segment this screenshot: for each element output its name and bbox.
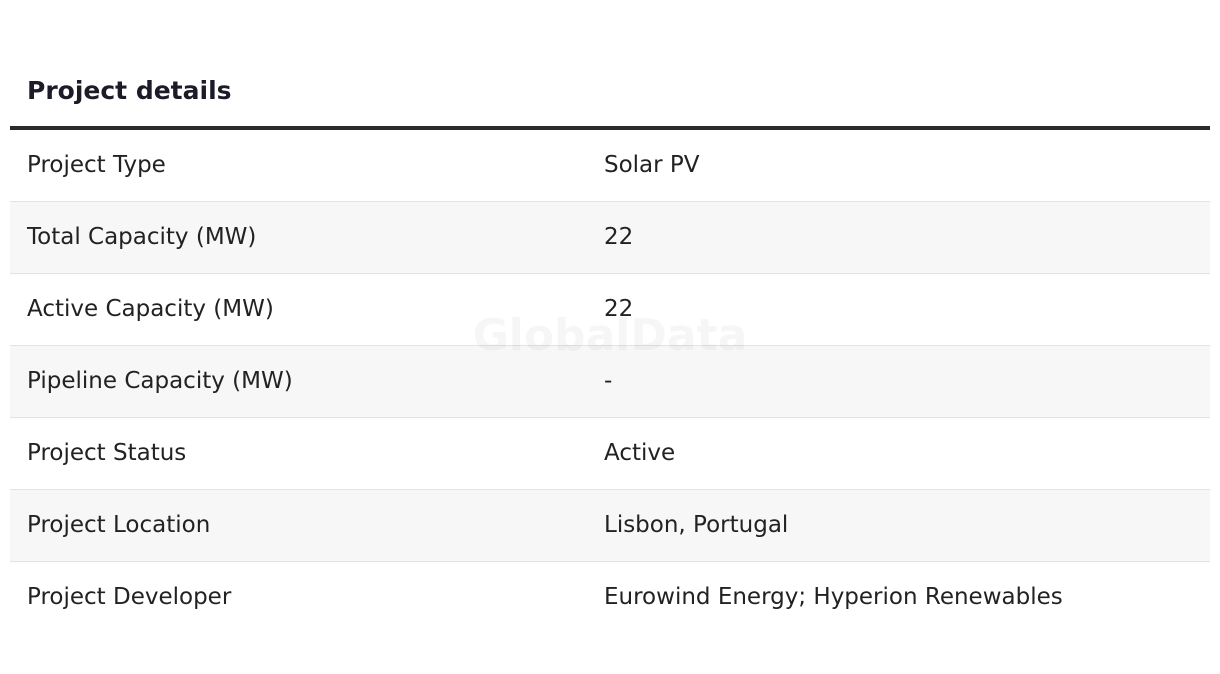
row-value: Eurowind Energy; Hyperion Renewables bbox=[604, 584, 1063, 610]
row-value: - bbox=[604, 368, 613, 394]
table-row: Project Developer Eurowind Energy; Hyperi… bbox=[10, 562, 1210, 633]
row-label: Active Capacity (MW) bbox=[27, 296, 274, 322]
table-row: Project Status Active bbox=[10, 418, 1210, 490]
row-value: Lisbon, Portugal bbox=[604, 512, 789, 538]
table-row: Pipeline Capacity (MW) - bbox=[10, 346, 1210, 418]
table-row: Total Capacity (MW) 22 bbox=[10, 202, 1210, 274]
section-title: Project details bbox=[27, 76, 232, 105]
table-row: Project Location Lisbon, Portugal bbox=[10, 490, 1210, 562]
row-label: Project Location bbox=[27, 512, 211, 538]
table-row: Active Capacity (MW) 22 bbox=[10, 274, 1210, 346]
row-label: Project Status bbox=[27, 440, 187, 466]
row-value: 22 bbox=[604, 296, 634, 322]
table-row: Project Type Solar PV bbox=[10, 130, 1210, 202]
row-label: Project Developer bbox=[27, 584, 232, 610]
row-label: Project Type bbox=[27, 152, 166, 178]
row-value: Solar PV bbox=[604, 152, 700, 178]
row-label: Pipeline Capacity (MW) bbox=[27, 368, 293, 394]
row-label: Total Capacity (MW) bbox=[27, 224, 257, 250]
row-value: 22 bbox=[604, 224, 634, 250]
details-table: Project Type Solar PV Total Capacity (MW) 2… bbox=[10, 126, 1210, 633]
row-value: Active bbox=[604, 440, 676, 466]
